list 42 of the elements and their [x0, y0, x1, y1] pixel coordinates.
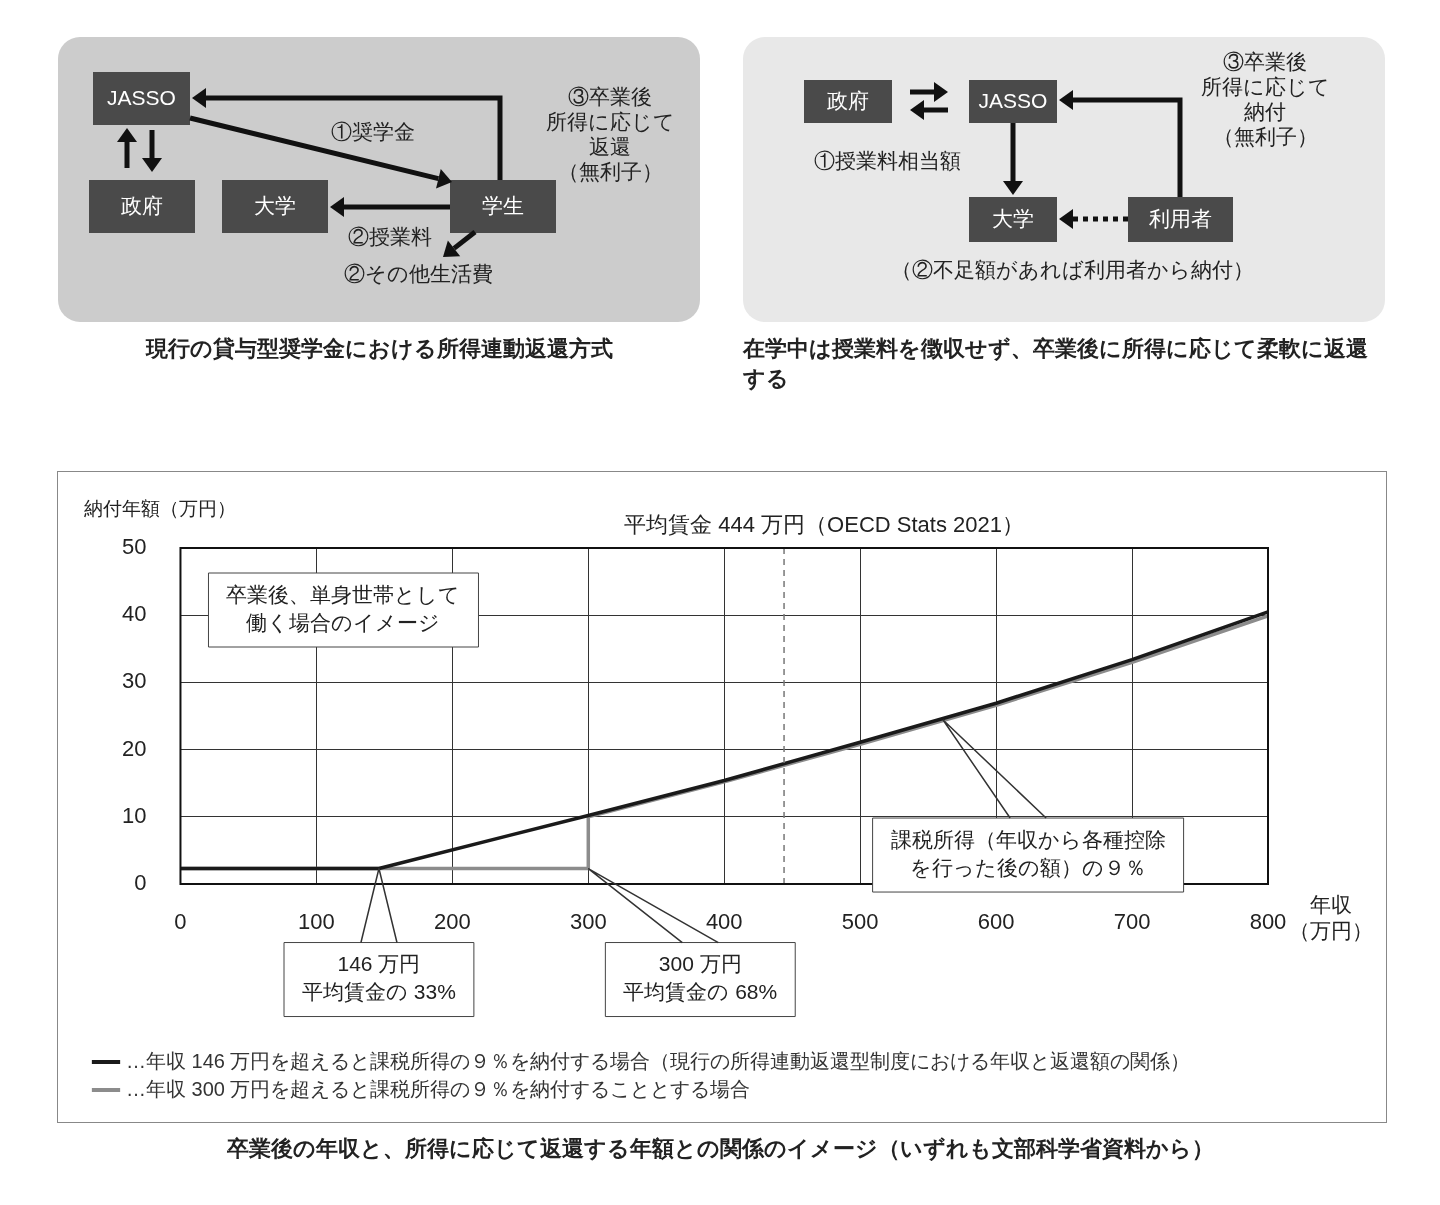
text: ①奨学金	[331, 119, 415, 143]
text: 現行の貸与型奨学金における所得連動返還方式	[144, 335, 614, 363]
x-tick-label: 700	[1113, 909, 1151, 935]
ref-line-label: 平均賃金 444 万円（OECD Stats 2021）	[624, 512, 1024, 538]
x-axis-title: 年収（万円）	[1289, 892, 1373, 942]
y-tick-label: 0	[134, 870, 147, 896]
text: JASSO	[978, 88, 1048, 112]
y-tick-label: 50	[121, 534, 147, 560]
x-tick-label: 0	[174, 909, 187, 935]
y-tick-label: 20	[121, 735, 147, 761]
x-tick-label: 400	[705, 909, 743, 935]
legend-label: …年収 300 万円を超えると課税所得の９％を納付することとする場合	[126, 1077, 751, 1100]
annotation: 卒業後、単身世帯として働く場合のイメージ	[226, 582, 461, 634]
x-tick-label: 100	[298, 909, 335, 935]
text: 学生	[482, 193, 524, 217]
x-tick-label: 500	[841, 909, 879, 935]
x-tick-label: 200	[433, 909, 471, 935]
text: 在学中は授業料を徴収せず、卒業後に所得に応じて柔軟に返還する	[743, 335, 1369, 393]
y-tick-label: 30	[121, 668, 147, 694]
y-tick-label: 40	[121, 601, 147, 627]
text: （②不足額があれば利用者から納付）	[890, 257, 1254, 281]
text: 卒業後の年収と、所得に応じて返還する年額との関係のイメージ（いずれも文部科学省資料から）	[225, 1135, 1215, 1163]
text: 146 万円平均賃金の 33%	[302, 952, 456, 1004]
text: 利用者	[1149, 206, 1212, 230]
y-tick-label: 10	[121, 802, 147, 828]
x-tick-label: 600	[977, 909, 1015, 935]
text: 大学	[992, 206, 1034, 230]
x-tick-label: 800	[1249, 909, 1287, 935]
text: 大学	[254, 193, 296, 217]
y-axis-title: 納付年額（万円）	[84, 498, 236, 520]
text: 政府	[827, 88, 869, 112]
annotation: 課税所得（年収から各種控除を行った後の額）の９％	[890, 827, 1166, 879]
text: 300 万円平均賃金の 68%	[623, 952, 778, 1004]
text: ③卒業後所得に応じて返還（無利子）	[545, 84, 675, 183]
text: JASSO	[107, 85, 176, 109]
x-tick-label: 300	[569, 909, 607, 935]
text: ①授業料相当額	[813, 148, 961, 172]
legend-label: …年収 146 万円を超えると課税所得の９％を納付する場合（現行の所得連動返還型制度における年収と返還額の関係）	[126, 1049, 1191, 1072]
text: ③卒業後所得に応じて納付（無利子）	[1200, 49, 1330, 148]
text: ②その他生活費	[343, 261, 493, 285]
text: ②授業料	[348, 224, 432, 248]
text: 政府	[121, 193, 163, 217]
